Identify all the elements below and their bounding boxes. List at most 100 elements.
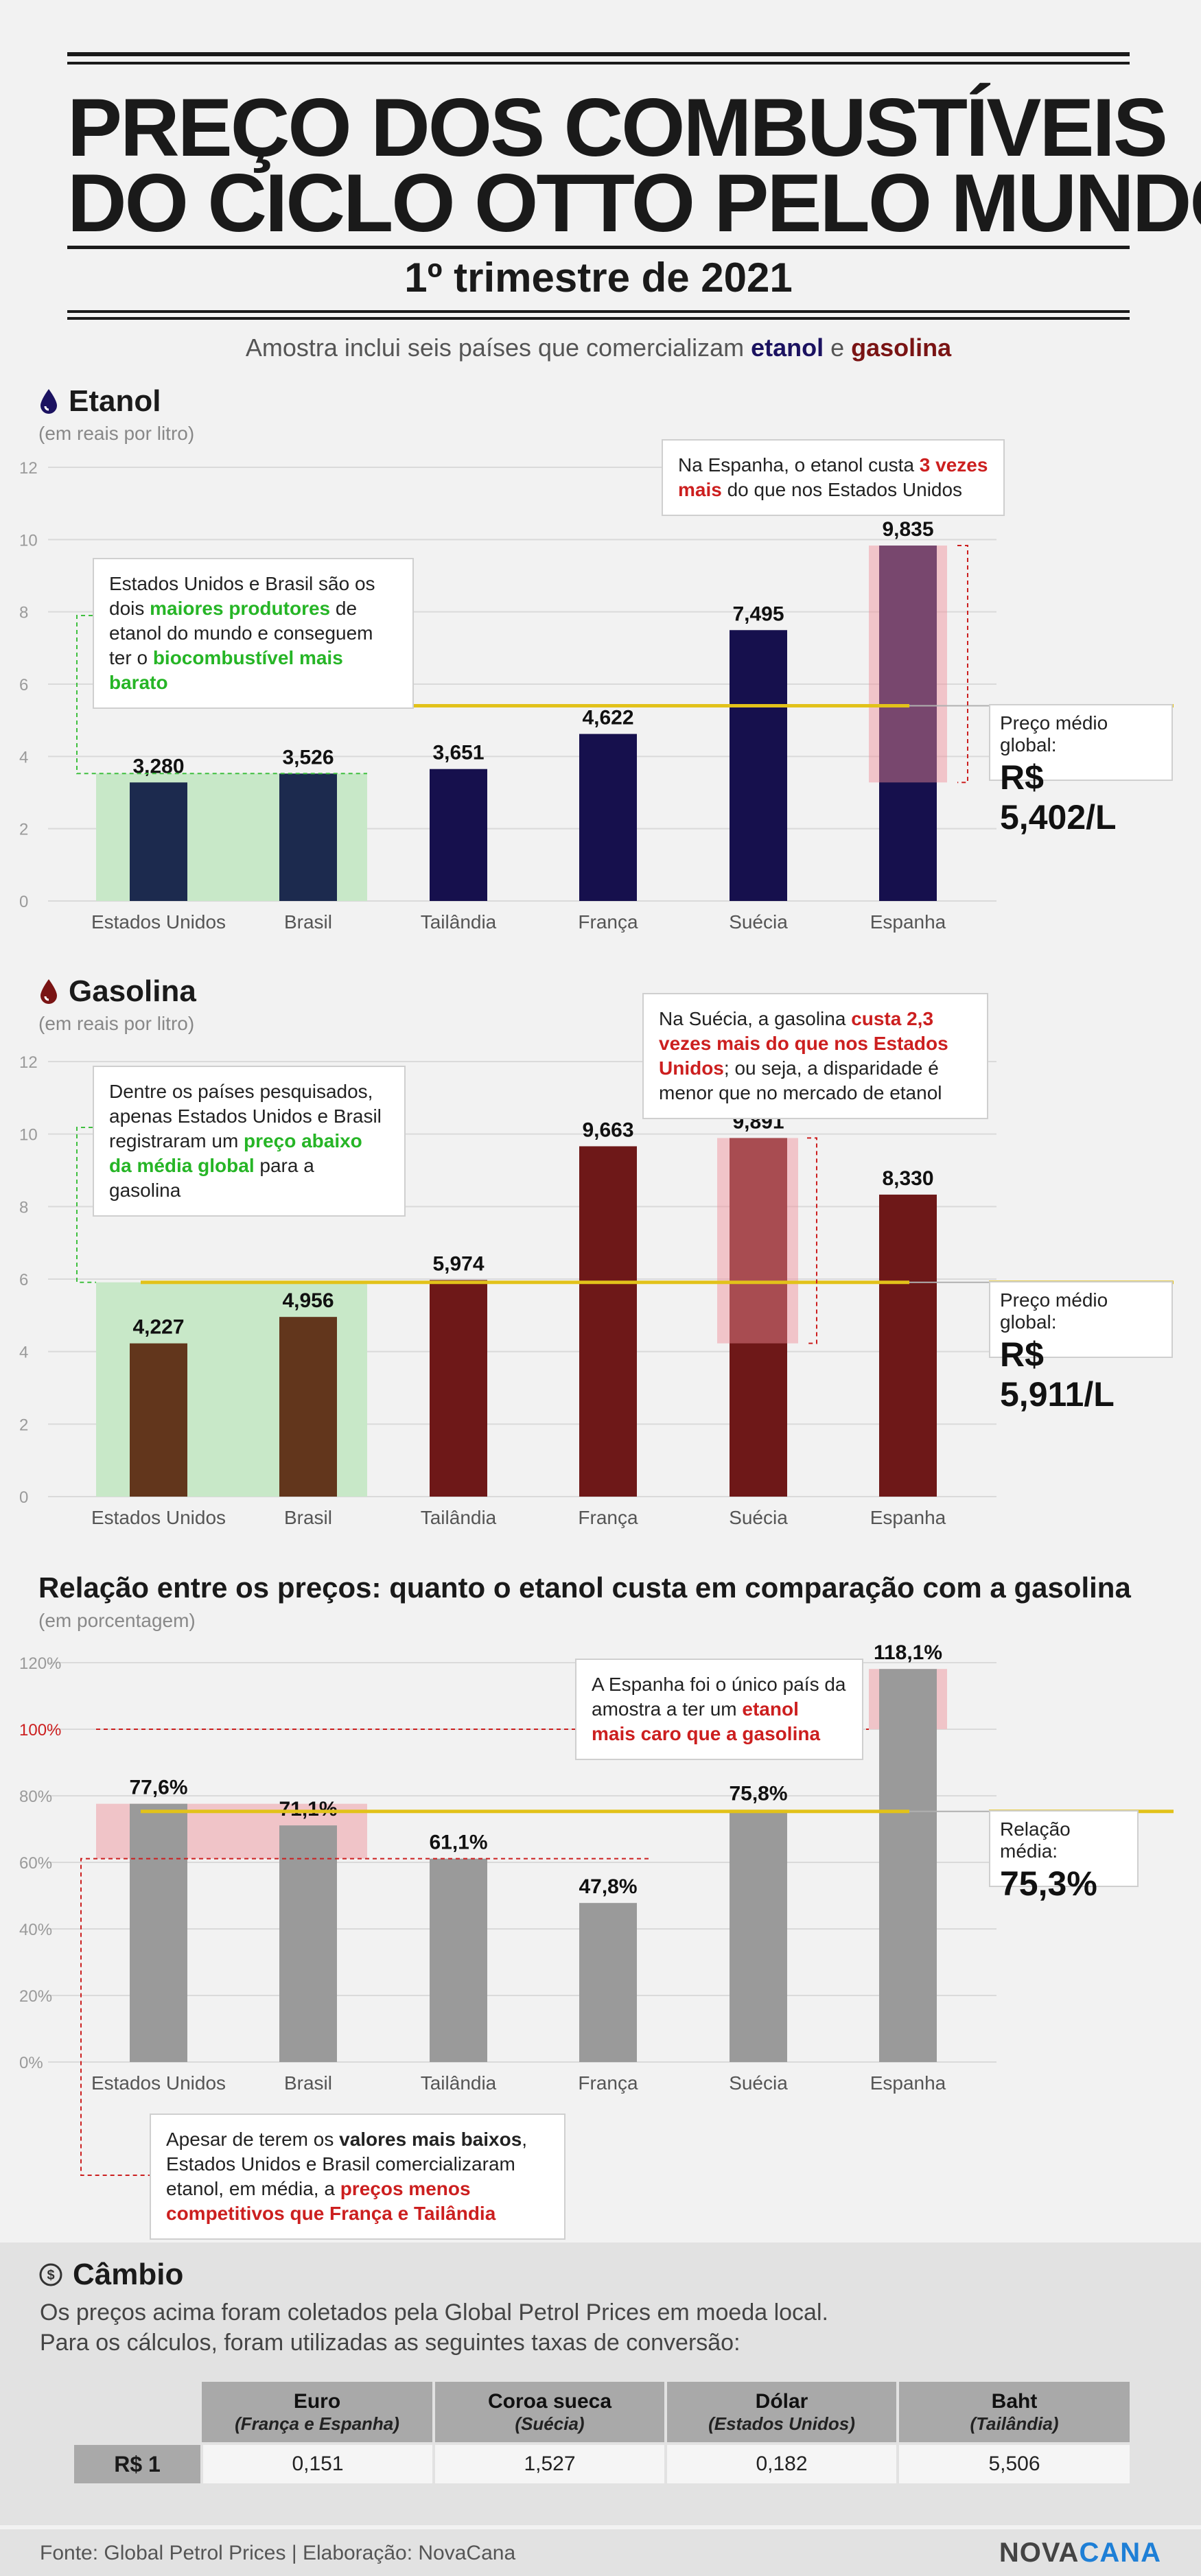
- svg-text:$: $: [47, 2268, 54, 2283]
- relacao-note-spain: A Espanha foi o único país da amostra a …: [575, 1659, 863, 1760]
- bar: [279, 773, 337, 901]
- gasolina-average-box: Preço médio global: R$ 5,911/L: [989, 1281, 1173, 1414]
- rate-cell: 5,506: [898, 2442, 1130, 2483]
- y-tick-label: 8: [19, 1198, 28, 1217]
- data-label: 7,495: [732, 602, 784, 625]
- rate-cell: 1,527: [434, 2442, 667, 2483]
- etanol-unit: (em reais por litro): [38, 423, 195, 444]
- bar: [130, 782, 187, 901]
- data-label: 75,8%: [729, 1782, 787, 1805]
- x-tick-label: Estados Unidos: [91, 2072, 226, 2094]
- relacao-average-box: Relação média: 75,3%: [989, 1810, 1139, 1903]
- data-label: 4,622: [582, 707, 633, 729]
- x-tick-label: Espanha: [870, 2072, 946, 2094]
- page-subtitle: 1º trimestre de 2021: [404, 255, 793, 301]
- y-tick-label: 8: [19, 604, 28, 622]
- y-tick-label: 2: [19, 1416, 28, 1434]
- sample-note: Amostra inclui seis países que comercial…: [245, 333, 952, 362]
- bar: [279, 1825, 337, 2062]
- dollar-icon: $: [39, 2263, 62, 2286]
- x-tick-label: Espanha: [870, 911, 946, 933]
- y-tick-label: 0: [19, 1488, 28, 1507]
- gasolina-note-below-average: Dentre os países pesquisados, apenas Est…: [93, 1066, 406, 1217]
- bar: [579, 1903, 637, 2062]
- cambio-description: Os preços acima foram coletados pela Glo…: [40, 2299, 828, 2356]
- y-tick-label: 6: [19, 1271, 28, 1289]
- cambio-section: $ Câmbio Os preços acima foram coletados…: [0, 2243, 1201, 2525]
- x-tick-label: Brasil: [284, 1507, 332, 1528]
- x-tick-label: Suécia: [729, 911, 788, 933]
- cambio-title: $ Câmbio: [38, 2258, 183, 2292]
- rate-cell: 0,151: [202, 2442, 435, 2483]
- x-tick-label: Tailândia: [421, 1507, 497, 1528]
- x-tick-label: França: [578, 1507, 638, 1528]
- source-text: Fonte: Global Petrol Prices | Elaboração…: [40, 2542, 516, 2564]
- data-label: 8,330: [882, 1167, 933, 1190]
- data-label: 3,526: [282, 746, 334, 769]
- relacao-unit: (em porcentagem): [38, 1610, 196, 1631]
- y-tick-label: 100%: [19, 1721, 61, 1740]
- y-tick-label: 80%: [19, 1788, 52, 1806]
- relacao-section-title: Relação entre os preços: quanto o etanol…: [38, 1571, 1131, 1604]
- drop-icon: [40, 979, 57, 1004]
- data-label: 71,1%: [279, 1798, 337, 1820]
- annotation-connector: [80, 1858, 649, 2176]
- etanol-section-title: Etanol: [38, 384, 161, 419]
- row-label: R$ 1: [74, 2442, 203, 2483]
- y-tick-label: 12: [19, 1053, 38, 1072]
- etanol-note-producers: Estados Unidos e Brasil são os dois maio…: [93, 558, 414, 709]
- y-tick-label: 60%: [19, 1854, 52, 1873]
- gasolina-note-sweden: Na Suécia, a gasolina custa 2,3 vezes ma…: [642, 993, 988, 1119]
- x-tick-label: Suécia: [729, 1507, 788, 1528]
- x-tick-label: Estados Unidos: [91, 1507, 226, 1528]
- x-tick-label: França: [578, 2072, 638, 2094]
- y-tick-label: 0%: [19, 2054, 43, 2072]
- table-header: Baht (Tailândia): [898, 2382, 1130, 2444]
- relacao-chart: 0% 20% 40% 60% 80% 100% 120% 77,6% 71,1% 61,1% 47,…: [19, 1641, 1174, 2176]
- title-rule: [67, 246, 1130, 249]
- y-tick-label: 0: [19, 893, 28, 911]
- annotation-connector: [807, 1137, 817, 1344]
- header: PREÇO DOS COMBUSTÍVEIS DO CICLO OTTO PEL…: [0, 0, 1201, 384]
- data-label: 3,280: [132, 755, 184, 777]
- x-tick-label: Tailândia: [421, 2072, 497, 2094]
- y-tick-label: 2: [19, 821, 28, 839]
- y-tick-label: 4: [19, 748, 28, 766]
- table-header: Dólar (Estados Unidos): [666, 2382, 899, 2444]
- title-rule: [67, 52, 1130, 56]
- data-label: 5,974: [432, 1252, 484, 1275]
- annotation-connector: [957, 545, 968, 784]
- gasolina-unit: (em reais por litro): [38, 1013, 195, 1034]
- page-title: DO CICLO OTTO PELO MUNDO: [67, 157, 1201, 249]
- exchange-rate-table: Euro (França e Espanha) Coroa sueca (Suéci…: [74, 2382, 1130, 2483]
- y-tick-label: 10: [19, 1126, 38, 1145]
- bar: [579, 734, 637, 901]
- title-rule: [67, 310, 1130, 313]
- title-rule: [67, 62, 1130, 65]
- x-tick-label: Suécia: [729, 2072, 788, 2094]
- y-tick-label: 4: [19, 1344, 28, 1362]
- data-label: 3,651: [432, 742, 484, 764]
- bar: [879, 546, 937, 901]
- x-tick-label: Brasil: [284, 911, 332, 933]
- drop-icon: [40, 389, 57, 414]
- y-tick-label: 20%: [19, 1987, 52, 2006]
- novacana-logo: NOVACANA: [999, 2538, 1161, 2568]
- table-header: Coroa sueca (Suécia): [434, 2382, 667, 2444]
- highlight-area: [717, 1138, 798, 1344]
- data-label: 47,8%: [579, 1875, 637, 1898]
- y-tick-label: 6: [19, 676, 28, 694]
- bar: [879, 1669, 937, 2062]
- etanol-note-spain: Na Espanha, o etanol custa 3 vezes mais …: [662, 439, 1005, 516]
- data-label: 61,1%: [429, 1831, 487, 1854]
- bar: [430, 1280, 487, 1497]
- data-label: 9,663: [582, 1119, 633, 1141]
- footer: Fonte: Global Petrol Prices | Elaboração…: [0, 2525, 1201, 2576]
- title-rule: [67, 317, 1130, 320]
- x-tick-label: Espanha: [870, 1507, 946, 1528]
- bar: [279, 1317, 337, 1497]
- etanol-average-box: Preço médio global: R$ 5,402/L: [989, 704, 1173, 836]
- bar: [430, 1858, 487, 2062]
- table-row: R$ 1 0,151 1,527 0,182 5,506: [74, 2442, 1130, 2483]
